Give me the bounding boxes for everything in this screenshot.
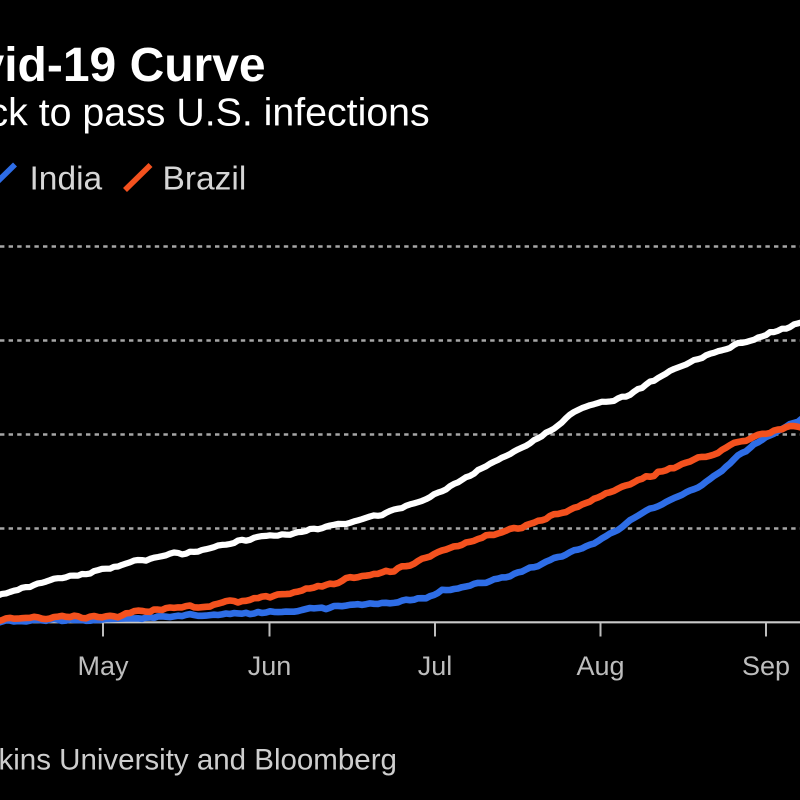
svg-text:Sep: Sep [742, 651, 790, 681]
svg-text:ck to pass U.S. infections: ck to pass U.S. infections [0, 91, 430, 135]
svg-text:Brazil: Brazil [163, 161, 247, 198]
svg-text:Aug: Aug [576, 651, 624, 681]
svg-text:India: India [30, 161, 103, 198]
svg-text:Jun: Jun [248, 651, 292, 681]
svg-text:Jul: Jul [418, 651, 453, 681]
svg-text:kins University and Bloomberg: kins University and Bloomberg [0, 744, 397, 777]
svg-text:May: May [77, 651, 129, 681]
svg-text:vid-19 Curve: vid-19 Curve [0, 39, 266, 92]
